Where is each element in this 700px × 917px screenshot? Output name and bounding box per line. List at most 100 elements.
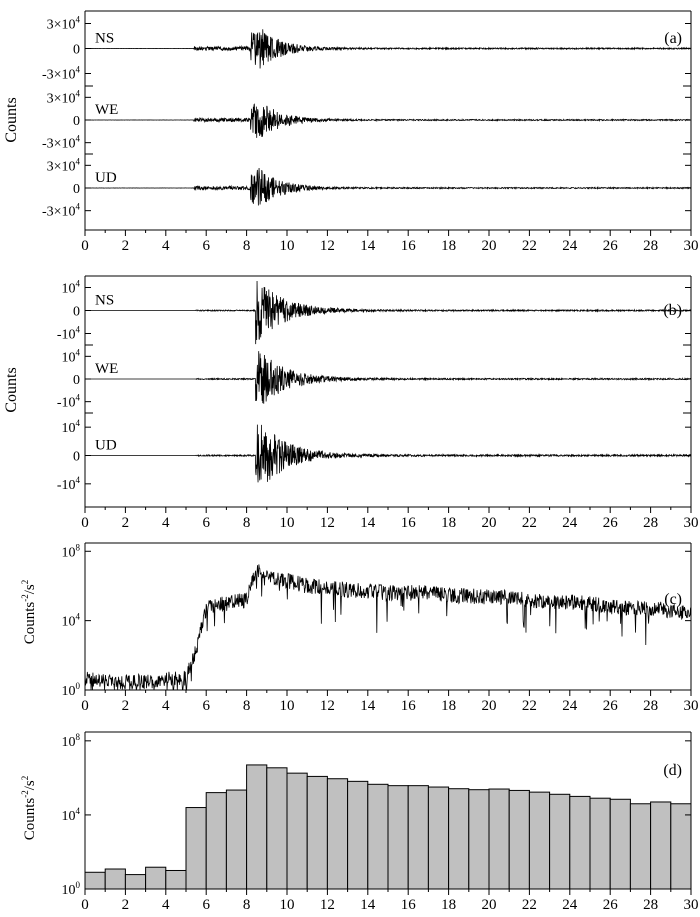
x-tick-label: 0 [81, 698, 89, 714]
y-tick-label: -3×104 [42, 65, 81, 83]
y-tick-label: 108 [62, 732, 81, 750]
y-axis-label: Counts [3, 97, 20, 142]
x-tick-label: 22 [522, 515, 537, 531]
y-tick-label: 104 [62, 612, 81, 630]
x-tick-label: 2 [122, 698, 130, 714]
y-tick-label: 3×104 [47, 156, 81, 174]
x-tick-label: 14 [360, 897, 376, 913]
x-tick-label: 26 [603, 515, 619, 531]
y-tick-exponent: 4 [76, 202, 81, 212]
histogram-bar [367, 783, 389, 890]
y-tick-label: 0 [73, 450, 80, 465]
y-tick-text: 10 [62, 684, 76, 699]
y-tick-text: 0 [73, 450, 80, 465]
trace-name: NS [95, 31, 114, 47]
axes-layer: 3×1040-3×104NS3×1040-3×104WE3×1040-3×104… [3, 10, 699, 913]
seismogram-trace [84, 103, 692, 138]
trace-name: UD [95, 438, 117, 454]
x-tick-label: 6 [202, 897, 210, 913]
histogram-bar [448, 788, 470, 890]
x-tick-label: 0 [81, 897, 89, 913]
x-tick-label: 12 [320, 515, 335, 531]
x-tick-label: 14 [360, 515, 376, 531]
y-axis-label-superscript: -2 [20, 594, 30, 602]
x-tick-label: 28 [643, 238, 658, 254]
x-tick-label: 30 [684, 897, 699, 913]
y-tick-exponent: 0 [76, 880, 81, 890]
y-tick-label: 0 [73, 182, 80, 197]
histogram-bar [589, 797, 611, 890]
y-tick-exponent: 4 [76, 134, 81, 144]
y-tick-label: -104 [57, 325, 81, 343]
y-tick-exponent: 4 [76, 475, 81, 485]
y-tick-label: 0 [73, 43, 80, 58]
trace-name: NS [95, 293, 114, 309]
y-tick-exponent: 4 [76, 88, 81, 98]
y-tick-exponent: 4 [76, 279, 81, 289]
histogram-bar [528, 791, 551, 890]
y-axis-label: Counts-2/s2 [20, 580, 38, 645]
y-tick-text: 10 [62, 615, 76, 630]
seismogram-trace [85, 281, 692, 345]
y-tick-text: -10 [57, 396, 76, 411]
x-tick-label: 10 [280, 897, 295, 913]
y-tick-label: 0 [73, 373, 80, 388]
x-tick-label: 28 [643, 897, 658, 913]
panel-label: (c) [664, 591, 682, 608]
x-tick-label: 26 [603, 698, 619, 714]
x-tick-label: 0 [81, 238, 89, 254]
y-tick-exponent: 4 [76, 325, 81, 335]
histogram-bar [84, 871, 106, 890]
x-tick-label: 22 [522, 698, 537, 714]
y-axis-label-text: /s [22, 584, 38, 594]
y-tick-label: -3×104 [42, 202, 81, 220]
y-tick-exponent: 4 [76, 156, 81, 166]
histogram-bar [670, 803, 692, 890]
y-tick-label: 3×104 [47, 15, 81, 33]
x-tick-label: 24 [562, 897, 578, 913]
y-tick-label: 0 [73, 114, 80, 129]
seismogram-trace [85, 424, 692, 483]
y-tick-exponent: 4 [76, 612, 81, 622]
histogram-bar [246, 764, 268, 890]
seismogram-trace [84, 167, 692, 206]
trace-name: WE [95, 102, 118, 118]
y-tick-text: 0 [73, 114, 80, 129]
y-tick-text: 0 [73, 373, 80, 388]
x-tick-label: 12 [320, 897, 335, 913]
energy-envelope-line [84, 564, 692, 691]
x-tick-label: 4 [162, 515, 170, 531]
y-tick-text: 3×10 [47, 91, 76, 106]
x-tick-label: 16 [401, 238, 417, 254]
waveform-layer [84, 29, 692, 890]
histogram-bar [266, 767, 288, 890]
histogram-bar [165, 869, 187, 890]
y-tick-exponent: 0 [76, 681, 81, 691]
y-tick-exponent: 4 [76, 65, 81, 75]
histogram-bar [326, 778, 349, 890]
histogram-bar [488, 788, 510, 890]
panel-label: (b) [663, 302, 682, 319]
y-tick-exponent: 4 [76, 418, 81, 428]
x-tick-label: 30 [684, 698, 699, 714]
x-tick-label: 24 [562, 515, 578, 531]
x-tick-label: 20 [482, 698, 497, 714]
histogram-bar [569, 795, 591, 890]
y-tick-text: -3×10 [42, 68, 76, 83]
seismogram-trace [84, 29, 692, 69]
histogram-bar [468, 789, 490, 890]
x-tick-label: 22 [522, 897, 537, 913]
y-tick-label: 104 [62, 279, 81, 297]
x-tick-label: 28 [643, 698, 658, 714]
histogram-bar [508, 789, 530, 890]
x-tick-label: 8 [243, 515, 251, 531]
x-tick-label: 4 [162, 238, 170, 254]
x-tick-label: 18 [441, 897, 456, 913]
histogram-bar [387, 785, 409, 890]
histogram-bar [205, 792, 227, 890]
x-tick-label: 10 [280, 698, 295, 714]
y-tick-text: 3×10 [47, 159, 76, 174]
x-tick-label: 2 [122, 238, 130, 254]
x-tick-label: 20 [482, 238, 497, 254]
